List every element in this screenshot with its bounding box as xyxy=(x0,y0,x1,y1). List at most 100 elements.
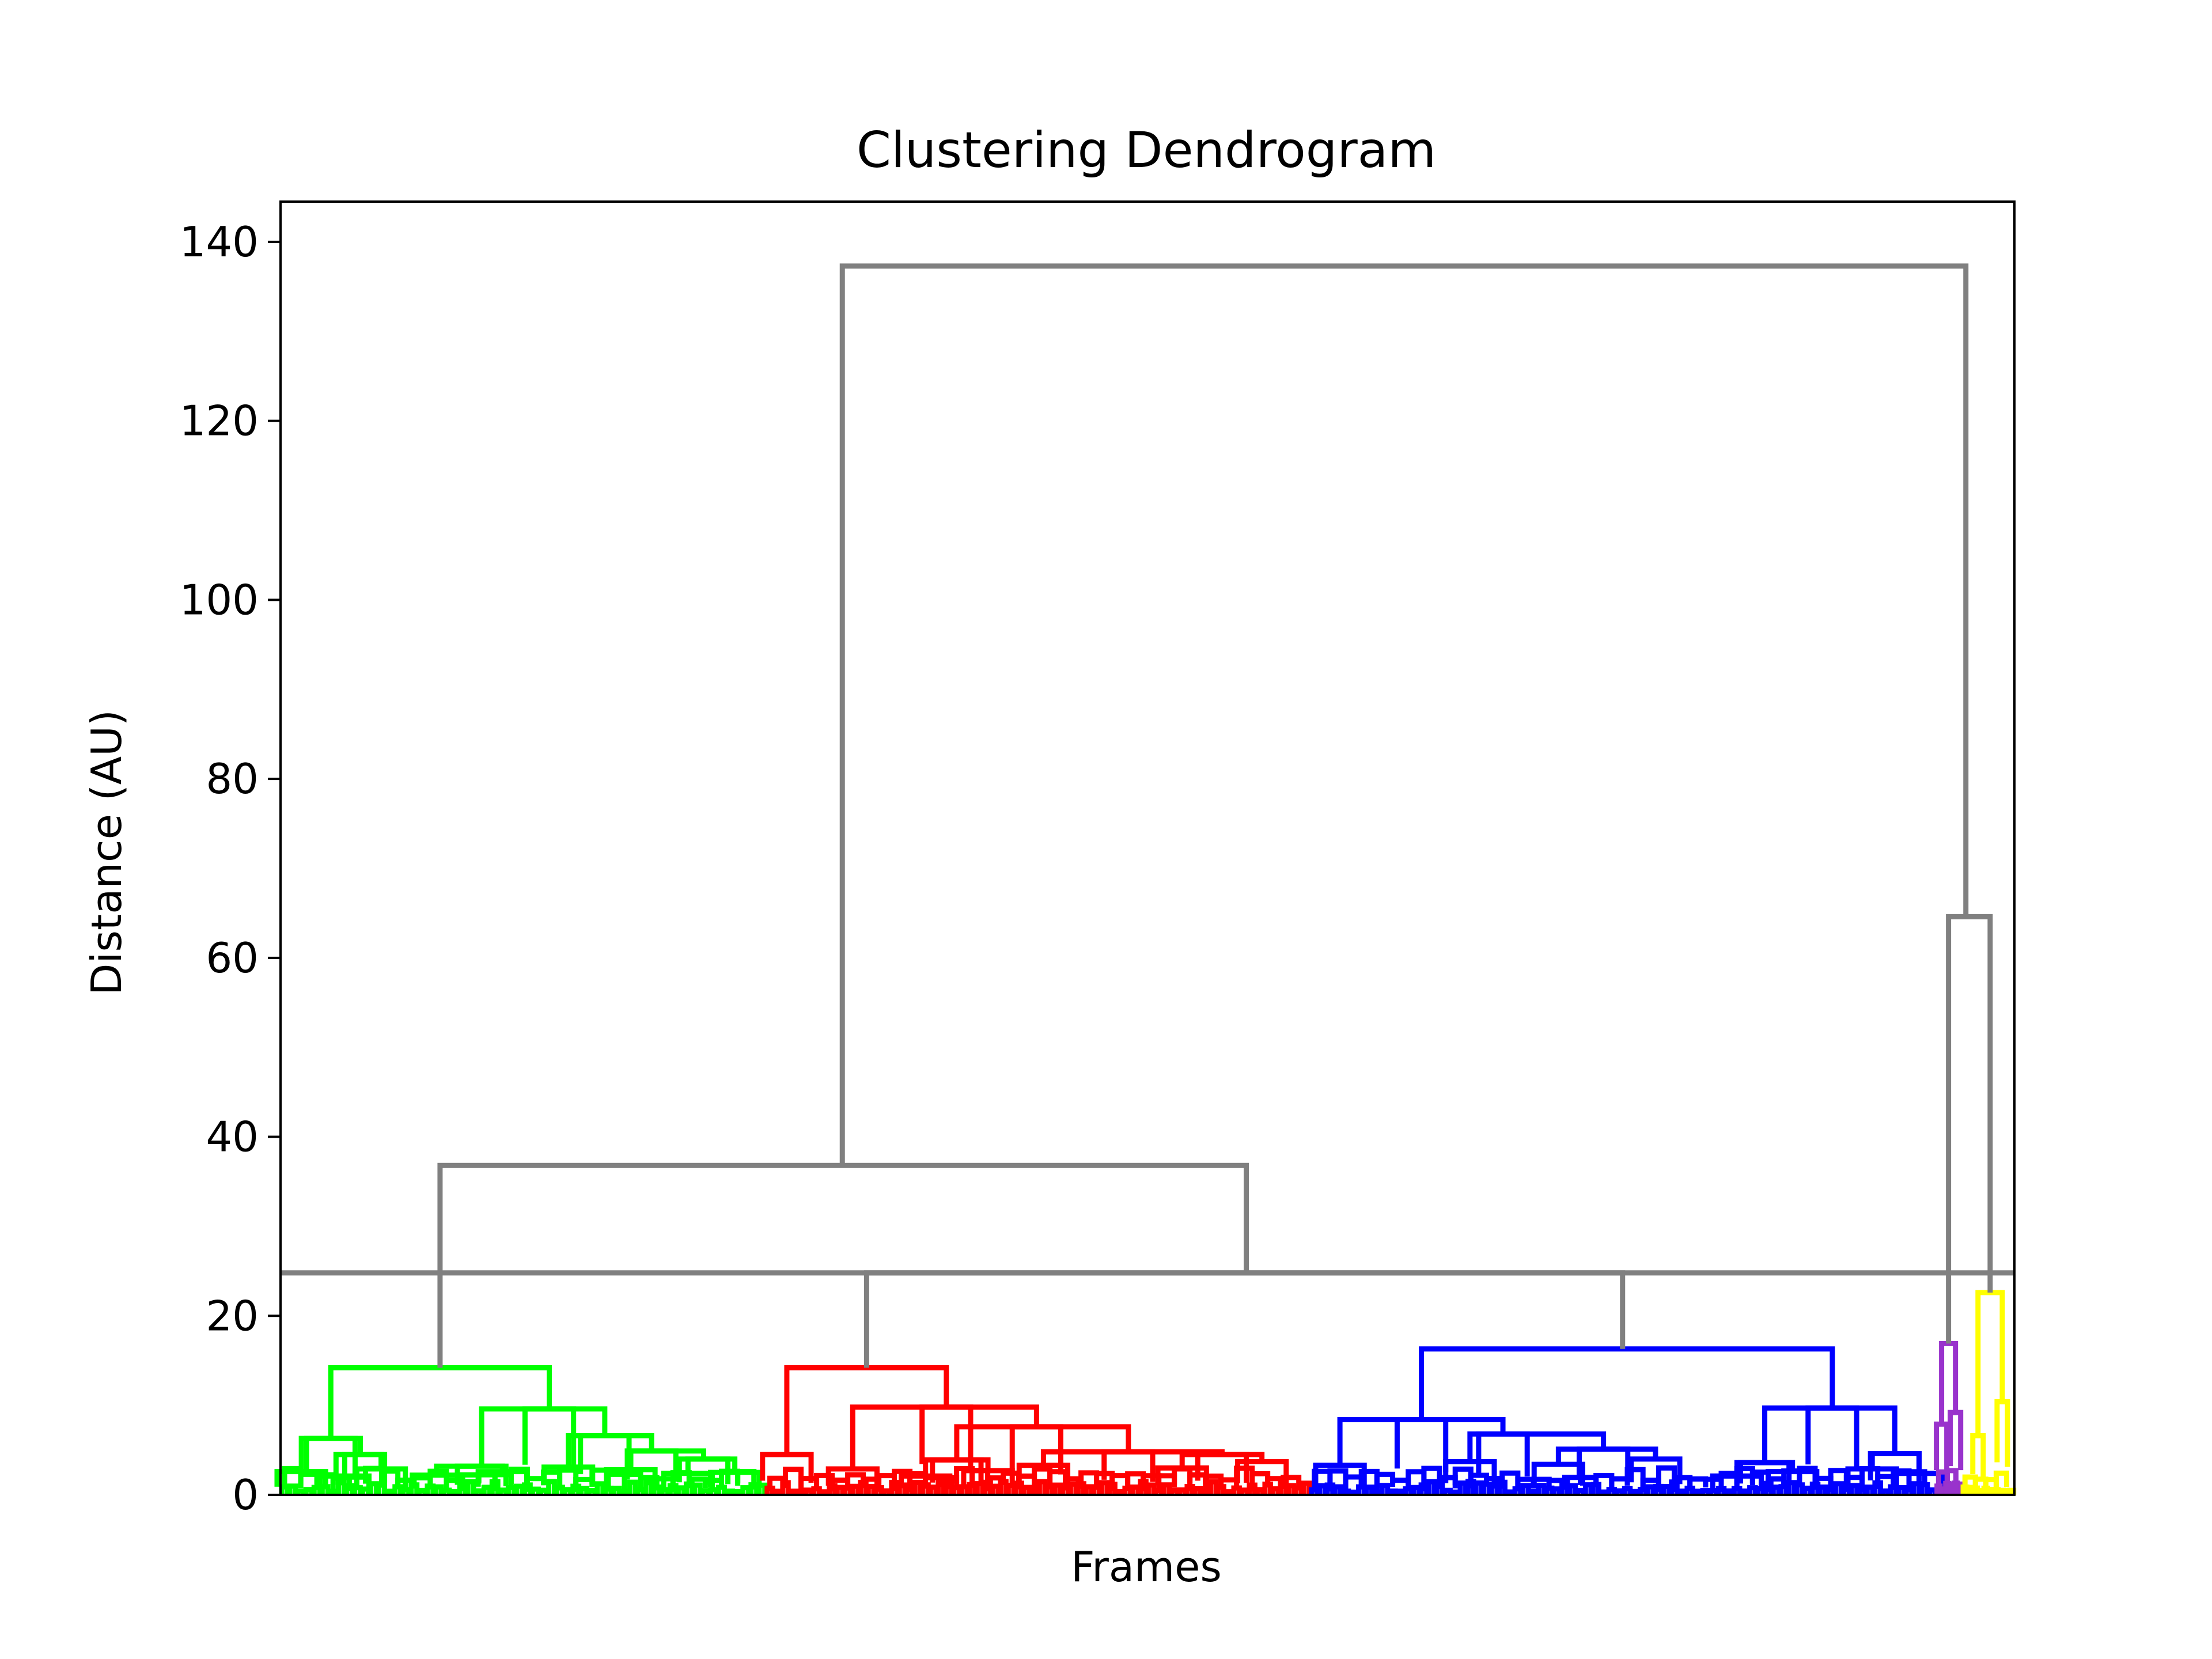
mid-link-red xyxy=(1281,1475,1302,1487)
sub-link-blue xyxy=(1443,1459,1497,1485)
y-tick-label-120: 120 xyxy=(180,397,259,445)
leaf-link-green xyxy=(691,1482,703,1495)
cluster-yellow xyxy=(1960,1290,2017,1495)
leaf-link-blue xyxy=(1911,1481,1922,1495)
branch-link-green xyxy=(479,1406,608,1467)
mid-link-purple xyxy=(1944,1468,1959,1491)
leaf-link-blue xyxy=(1426,1479,1437,1495)
leaf-link-blue xyxy=(1488,1483,1500,1495)
leaf-link-red xyxy=(1161,1482,1172,1495)
y-axis: 0 20 40 60 80 100 120 140 xyxy=(180,218,281,1519)
branch-link-yellow xyxy=(1975,1290,2005,1436)
leaf-link-green xyxy=(594,1481,606,1495)
leaf-link-red xyxy=(1130,1484,1141,1495)
sub-link-blue xyxy=(1710,1473,1764,1490)
purple-yellow-join xyxy=(1946,914,1993,1344)
leaf-link-red xyxy=(990,1483,1001,1495)
leaf-link-red xyxy=(1052,1482,1063,1495)
branch-link-blue xyxy=(1467,1431,1607,1462)
sub-link-blue xyxy=(1805,1405,1859,1469)
x-axis-label: Frames xyxy=(1071,1543,1222,1591)
sub-link-red xyxy=(1235,1459,1289,1485)
leaf-link-red xyxy=(865,1483,877,1495)
leaf-link-green xyxy=(335,1480,347,1495)
leaf-link-red xyxy=(1067,1481,1079,1495)
leaf-link-green xyxy=(368,1481,379,1495)
sub-link-blue xyxy=(1628,1456,1683,1484)
plot-area xyxy=(274,263,2017,1495)
cluster-red xyxy=(760,1365,1312,1495)
leaf-link-red xyxy=(1207,1479,1219,1495)
y-tick-label-0: 0 xyxy=(232,1471,259,1519)
branch-link-red xyxy=(850,1404,1039,1469)
leaf-link-green xyxy=(465,1479,476,1495)
plot-frame xyxy=(279,200,2016,1496)
leaf-link-blue xyxy=(1645,1484,1657,1495)
leaf-link-red xyxy=(1285,1483,1297,1495)
sub-link-purple xyxy=(1934,1421,1950,1474)
sub-link-yellow xyxy=(1994,1399,2010,1467)
root-join xyxy=(839,263,1969,1166)
leaf-link-blue xyxy=(1794,1482,1805,1495)
y-tick-label-100: 100 xyxy=(180,575,259,624)
leaf-link-blue xyxy=(1833,1481,1844,1495)
red-blue-join xyxy=(863,1270,1626,1368)
sub-link-green xyxy=(707,1469,762,1488)
sub-link-red xyxy=(1155,1465,1209,1487)
leaf-link-red xyxy=(959,1484,970,1495)
branch-link-blue xyxy=(1337,1416,1506,1465)
sub-link-yellow xyxy=(1970,1433,1986,1478)
y-axis-label: Distance (AU) xyxy=(82,710,131,995)
cluster-blue xyxy=(1309,1346,1946,1495)
leaf-link-blue xyxy=(1332,1484,1343,1495)
leaf-link-blue xyxy=(1661,1483,1672,1495)
leaf-link-green xyxy=(643,1480,654,1495)
cluster-purple xyxy=(1934,1340,1965,1495)
y-tick-label-60: 60 xyxy=(206,934,259,982)
leaf-link-blue xyxy=(1473,1480,1484,1495)
branch-link-blue xyxy=(1762,1405,1897,1463)
sub-link-red xyxy=(1016,1463,1071,1486)
branch-link-green xyxy=(434,1463,505,1475)
leaf-link-blue xyxy=(1590,1482,1601,1495)
sub-link-green xyxy=(541,1464,596,1487)
leaf-link-red xyxy=(1145,1482,1157,1495)
branch-link-purple xyxy=(1939,1340,1959,1425)
sub-link-blue xyxy=(1394,1416,1449,1472)
y-tick-label-80: 80 xyxy=(206,755,259,803)
branch-link-green xyxy=(328,1365,552,1439)
sub-link-blue xyxy=(1476,1431,1530,1477)
sub-link-red xyxy=(961,1468,1015,1488)
leaf-link-blue xyxy=(1520,1483,1531,1495)
sub-link-red xyxy=(760,1452,814,1483)
sub-link-blue xyxy=(1531,1461,1586,1486)
leaf-link-green xyxy=(546,1479,557,1495)
leaf-link-blue xyxy=(1379,1483,1391,1495)
mid-link-red xyxy=(1218,1477,1240,1489)
sub-link-green xyxy=(274,1469,328,1488)
branch-link-blue xyxy=(1419,1346,1835,1420)
branch-link-green xyxy=(685,1456,738,1474)
leaf-link-blue xyxy=(1849,1483,1860,1495)
sub-link-blue xyxy=(1313,1463,1367,1486)
chart-title: Clustering Dendrogram xyxy=(857,122,1436,179)
branch-link-green xyxy=(342,1452,384,1476)
branch-link-blue xyxy=(1734,1460,1796,1476)
leaf-link-green xyxy=(319,1484,331,1495)
leaf-link-blue xyxy=(1919,1482,1930,1495)
sub-link-red xyxy=(825,1466,880,1487)
y-tick-label-140: 140 xyxy=(180,218,259,266)
leaf-link-blue xyxy=(1317,1483,1328,1495)
leaf-link-blue xyxy=(1457,1480,1469,1495)
branch-link-red xyxy=(923,1457,991,1476)
branch-link-green xyxy=(628,1448,706,1470)
leaf-link-red xyxy=(1301,1480,1312,1495)
branch-link-blue xyxy=(1869,1451,1922,1474)
leaf-link-green xyxy=(433,1484,444,1495)
leaf-link-red xyxy=(912,1479,923,1495)
leaf-link-red xyxy=(974,1481,986,1495)
upper-links xyxy=(437,263,1993,1368)
leaf-link-blue xyxy=(1582,1482,1594,1495)
leaf-link-blue xyxy=(1778,1484,1789,1495)
